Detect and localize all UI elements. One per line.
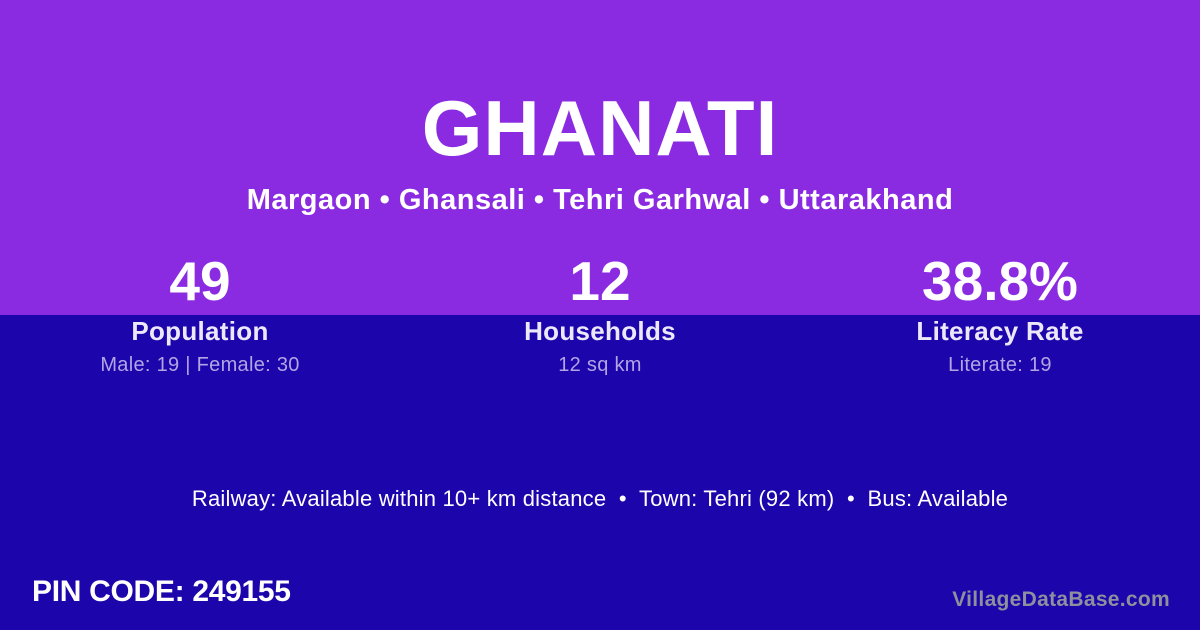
literacy-label: Literacy Rate — [916, 316, 1084, 346]
location-breadcrumb: Margaon • Ghansali • Tehri Garhwal • Utt… — [246, 184, 954, 216]
watermark: VillageDataBase.com — [952, 588, 1170, 611]
population-value: 49 — [169, 250, 231, 312]
stats-row: 49 Population Male: 19 | Female: 30 12 H… — [0, 252, 1200, 376]
stat-population: 49 Population Male: 19 | Female: 30 — [0, 252, 400, 376]
households-label: Households — [524, 316, 676, 346]
stat-literacy-rate: 38.8% Literacy Rate Literate: 19 — [800, 252, 1200, 376]
transport-info-line: Railway: Available within 10+ km distanc… — [191, 486, 1009, 511]
households-detail: 12 sq km — [558, 354, 642, 376]
stat-households: 12 Households 12 sq km — [400, 252, 800, 376]
population-detail: Male: 19 | Female: 30 — [100, 354, 300, 376]
households-value: 12 — [569, 250, 631, 312]
bottom-background — [0, 315, 1200, 630]
top-background — [0, 0, 1200, 315]
literacy-detail: Literate: 19 — [948, 354, 1052, 376]
village-title: GHANATI — [421, 84, 779, 172]
population-label: Population — [131, 316, 269, 346]
literacy-value: 38.8% — [922, 250, 1078, 312]
pin-code: PIN CODE: 249155 — [32, 575, 291, 608]
